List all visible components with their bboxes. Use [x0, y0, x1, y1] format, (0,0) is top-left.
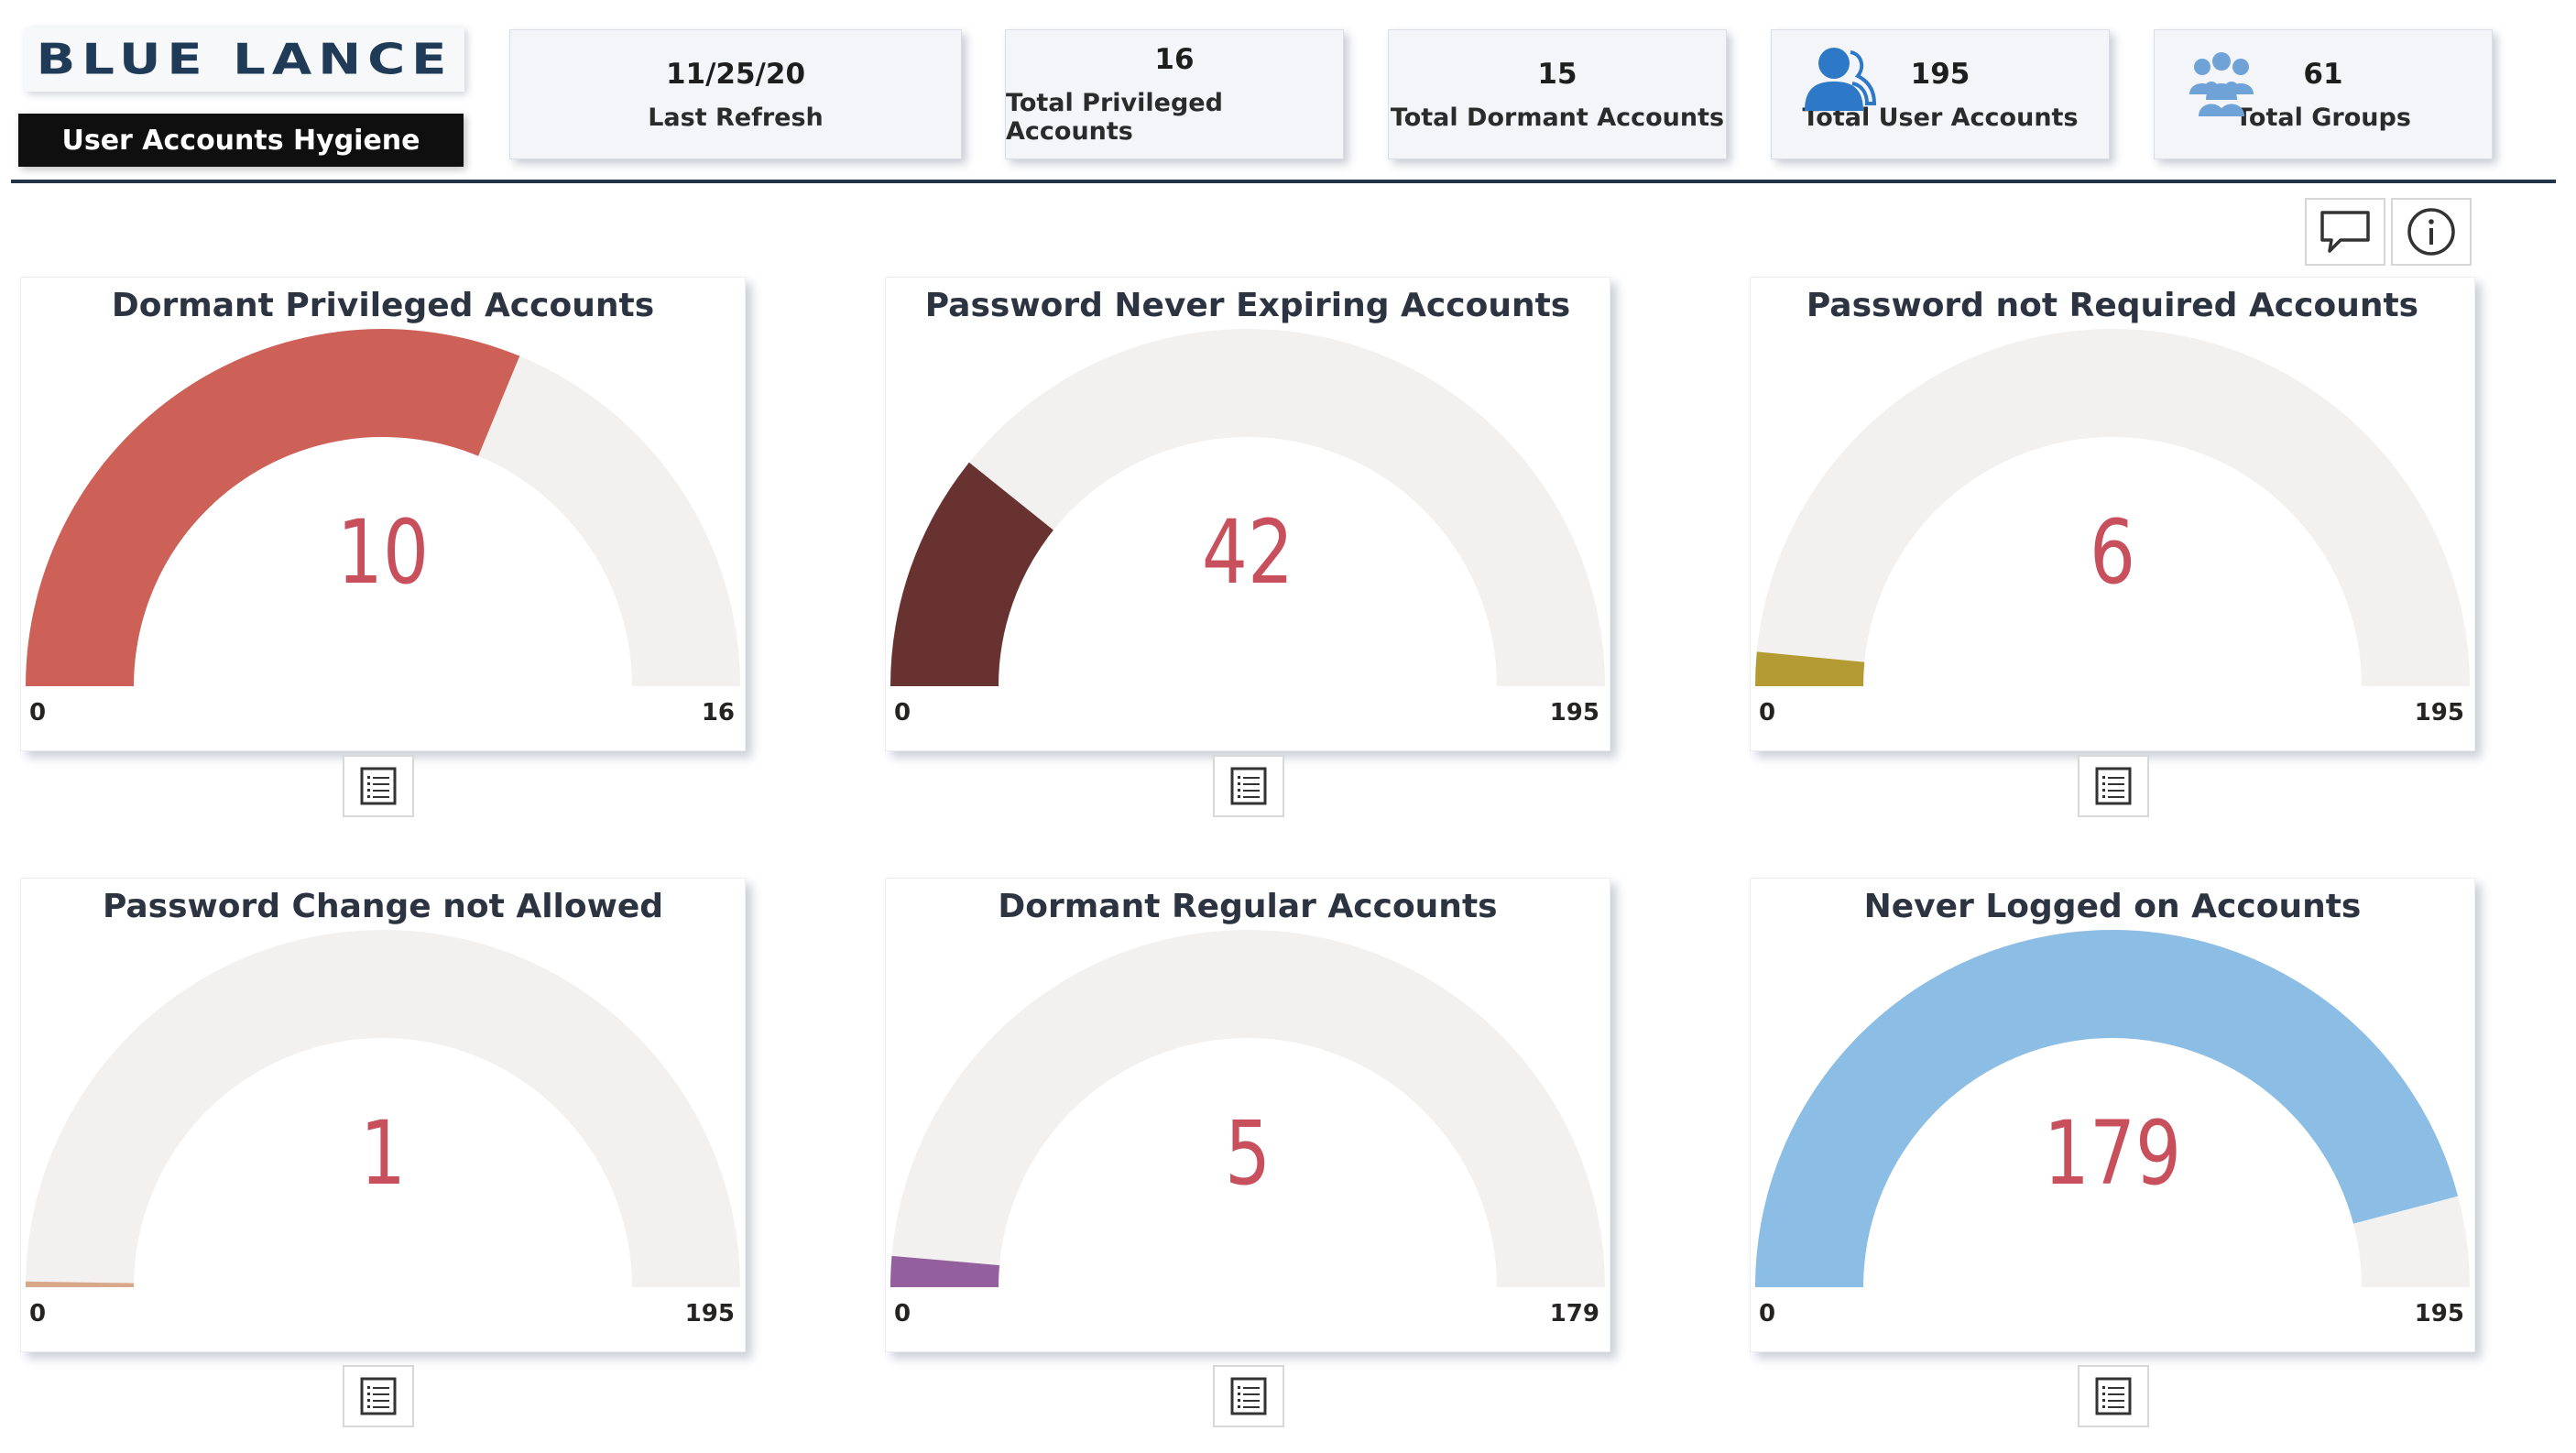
gauge-value-arc[interactable] [26, 1281, 135, 1287]
gauge-min-label: 0 [1759, 699, 1776, 726]
gauge-value-label: 5 [1224, 1102, 1272, 1205]
info-icon [2407, 208, 2455, 256]
blue-lance-logo: BLUE LANCE [25, 27, 464, 92]
gauge-track [1755, 329, 2470, 686]
gauge-value-label: 10 [336, 501, 430, 604]
show-data-table-button[interactable] [2078, 755, 2149, 817]
gauge-panel: Password Change not Allowed 1 0 195 [20, 878, 746, 1352]
kpi-value: 61 [2303, 57, 2343, 91]
kpi-total-privileged: 16 Total Privileged Accounts [1005, 29, 1344, 159]
kpi-total-dormant: 15 Total Dormant Accounts [1388, 29, 1727, 159]
gauge-chart [26, 329, 740, 686]
kpi-label: Total Groups [2235, 103, 2411, 132]
kpi-value: 16 [1154, 43, 1195, 76]
gauge-max-label: 195 [684, 1300, 735, 1327]
list-icon [1230, 1377, 1267, 1415]
kpi-value: 11/25/20 [665, 57, 806, 91]
gauge-panel: Dormant Regular Accounts 5 0 179 [885, 878, 1610, 1352]
kpi-value: 195 [1910, 57, 1970, 91]
gauge-panel: Password not Required Accounts 6 0 195 [1750, 277, 2475, 751]
gauge-value-arc[interactable] [890, 462, 1053, 686]
gauge-chart [890, 930, 1605, 1287]
gauge-value-arc[interactable] [1755, 929, 2459, 1287]
gauge-title: Never Logged on Accounts [1863, 888, 2362, 925]
gauge-chart [890, 329, 1605, 686]
gauge-min-label: 0 [29, 1300, 47, 1327]
gauge-chart [26, 930, 740, 1287]
gauge-track [26, 930, 740, 1287]
show-data-table-button[interactable] [343, 755, 414, 817]
gauge-value-label: 179 [2043, 1102, 2182, 1205]
gauge-min-label: 0 [29, 699, 47, 726]
group-icon [2189, 52, 2254, 116]
gauge-panel: Never Logged on Accounts 179 0 195 [1750, 878, 2475, 1352]
info-button[interactable] [2391, 198, 2472, 266]
comment-icon [2320, 211, 2370, 253]
gauge-value-label: 1 [359, 1102, 407, 1205]
gauge-value-arc[interactable] [1755, 651, 1865, 686]
list-icon [1230, 767, 1267, 805]
gauge-title: Password not Required Accounts [1806, 287, 2419, 324]
gauge-chart [1755, 329, 2470, 686]
kpi-label: Total Dormant Accounts [1390, 103, 1725, 132]
list-icon [2095, 1377, 2132, 1415]
list-icon [360, 1377, 397, 1415]
user-icon [1805, 48, 1877, 111]
gauge-panel: Password Never Expiring Accounts 42 0 19… [885, 277, 1610, 751]
kpi-total-users: 195 Total User Accounts [1771, 29, 2110, 159]
gauge-track [890, 930, 1605, 1287]
show-data-table-button[interactable] [1213, 755, 1284, 817]
gauge-min-label: 0 [894, 1300, 911, 1327]
gauge-value-label: 6 [2089, 501, 2136, 604]
gauge-title: Dormant Privileged Accounts [111, 287, 655, 324]
gauge-track [890, 329, 1605, 686]
show-data-table-button[interactable] [2078, 1365, 2149, 1427]
kpi-total-groups: 61 Total Groups [2154, 29, 2493, 159]
list-icon [2095, 767, 2132, 805]
logo-text: BLUE LANCE [36, 35, 453, 84]
gauge-value-arc[interactable] [890, 1255, 1000, 1287]
header-divider [11, 180, 2556, 183]
gauge-title: Dormant Regular Accounts [998, 888, 1498, 925]
gauge-max-label: 16 [701, 699, 735, 726]
gauge-title: Password Never Expiring Accounts [924, 287, 1571, 324]
gauge-max-label: 179 [1549, 1300, 1599, 1327]
gauge-max-label: 195 [2414, 1300, 2464, 1327]
gauge-value-label: 42 [1201, 501, 1294, 604]
gauge-chart [1755, 929, 2470, 1287]
list-icon [360, 767, 397, 805]
gauge-min-label: 0 [1759, 1300, 1776, 1327]
kpi-label: Total Privileged Accounts [1006, 89, 1223, 146]
kpi-label: Last Refresh [648, 103, 824, 132]
gauge-max-label: 195 [2414, 699, 2464, 726]
gauge-value-arc[interactable] [26, 329, 520, 686]
show-data-table-button[interactable] [1213, 1365, 1284, 1427]
gauge-max-label: 195 [1549, 699, 1599, 726]
gauge-panel: Dormant Privileged Accounts 10 0 16 [20, 277, 746, 751]
gauge-min-label: 0 [894, 699, 911, 726]
kpi-last-refresh: 11/25/20 Last Refresh [509, 29, 962, 159]
gauge-title: Password Change not Allowed [102, 888, 664, 925]
report-title: User Accounts Hygiene [18, 114, 464, 167]
kpi-value: 15 [1537, 57, 1577, 91]
show-data-table-button[interactable] [343, 1365, 414, 1427]
comment-button[interactable] [2305, 198, 2385, 266]
